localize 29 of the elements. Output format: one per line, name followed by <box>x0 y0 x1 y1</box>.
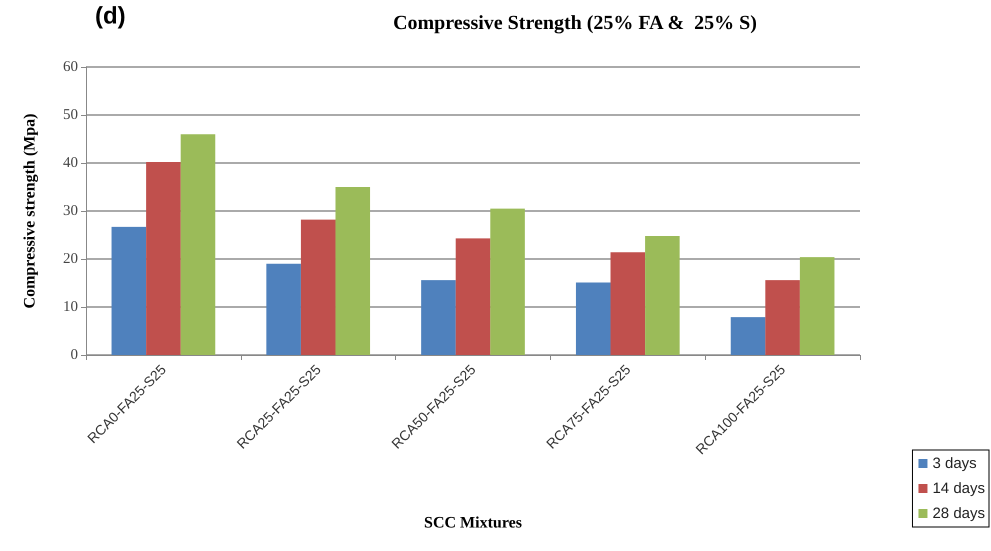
y-tick-label: 10 <box>63 299 78 315</box>
y-tick-label: 50 <box>63 107 78 123</box>
bar <box>765 280 800 355</box>
y-tick-label: 20 <box>63 251 78 267</box>
bar <box>610 252 646 355</box>
bar <box>335 187 370 355</box>
bar <box>146 162 181 355</box>
y-tick-label: 40 <box>63 155 78 171</box>
bar <box>421 280 456 355</box>
bar <box>300 220 336 355</box>
bar <box>180 134 216 355</box>
y-tick-label: 60 <box>63 59 78 75</box>
bar <box>456 238 490 355</box>
legend-label: 3 days <box>932 455 977 472</box>
bar <box>112 226 146 355</box>
chart-title: Compressive Strength (25% FA & 25% S) <box>393 12 757 34</box>
bar <box>645 236 680 355</box>
text: (d) <box>95 2 126 30</box>
x-axis-title: SCC Mixtures <box>424 514 522 532</box>
bar <box>490 208 525 355</box>
legend-label: 14 days <box>932 480 986 497</box>
y-tick-label: 30 <box>63 203 78 219</box>
legend-label: 28 days <box>932 505 986 522</box>
y-tick-label: 0 <box>70 347 78 363</box>
bar <box>730 317 766 355</box>
y-axis-title: Compressive strength (Mpa) <box>22 114 38 308</box>
bar <box>576 282 611 355</box>
bar <box>266 264 301 355</box>
bar <box>800 257 834 355</box>
